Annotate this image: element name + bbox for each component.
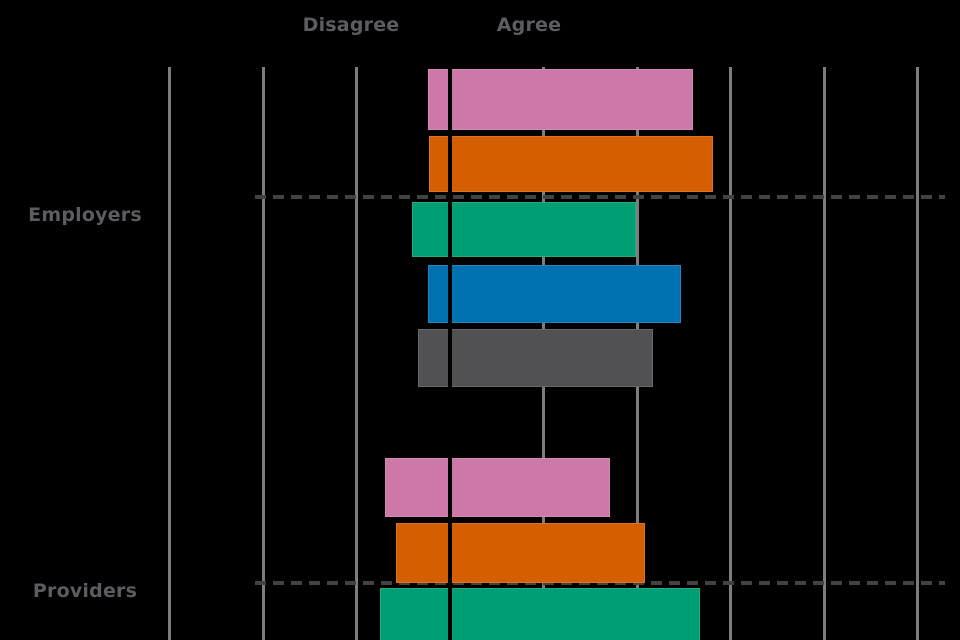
agree-axis-label: Agree	[496, 14, 562, 36]
gridline	[822, 67, 826, 640]
bar-employers-green	[411, 202, 637, 257]
gridline	[729, 67, 732, 640]
bar-providers-pink	[384, 458, 610, 517]
bar-providers-orange	[395, 523, 646, 583]
bar-employers-pink	[427, 69, 694, 130]
category-dashed-line-providers	[255, 581, 945, 585]
category-label-employers: Employers	[28, 204, 142, 226]
gridline	[261, 67, 265, 640]
gridline	[168, 67, 171, 640]
category-dashed-line-employers	[255, 195, 945, 199]
bar-employers-gray	[418, 329, 653, 387]
bar-employers-orange	[429, 136, 713, 192]
gridline	[916, 67, 919, 640]
bar-employers-blue	[427, 265, 681, 323]
category-label-providers: Providers	[32, 580, 138, 602]
gridline	[355, 67, 358, 640]
bar-providers-green	[379, 588, 700, 640]
zero-axis-line	[448, 67, 452, 640]
disagree-axis-label: Disagree	[302, 14, 400, 36]
